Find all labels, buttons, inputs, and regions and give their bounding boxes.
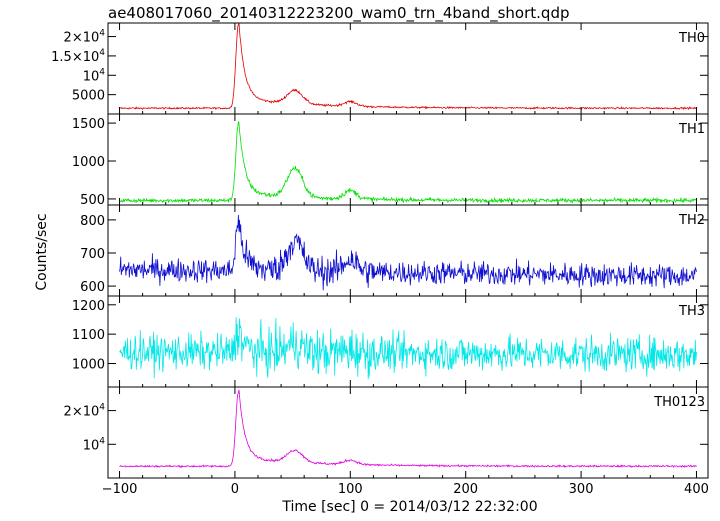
y-tick-label-th0: 5000: [72, 89, 105, 104]
y-tick-label-th2: 700: [80, 247, 105, 262]
y-tick-label-th1: 1500: [72, 117, 105, 132]
series-line-th3: [119, 317, 697, 380]
y-tick-label-th0: 1.5×104: [51, 48, 105, 65]
x-tick-label: 200: [453, 482, 478, 497]
y-tick-label-th1: 500: [80, 193, 105, 208]
series-line-th1: [119, 121, 697, 204]
series-line-th0123: [119, 389, 697, 469]
y-tick-label-th2: 600: [80, 280, 105, 295]
panel-label-th0123: TH0123: [653, 395, 705, 410]
x-axis-title: Time [sec] 0 = 2014/03/12 22:32:00: [281, 499, 537, 515]
y-tick-label-th3: 1100: [72, 328, 105, 343]
panel-frame-th1: [107, 113, 709, 206]
panel-label-th1: TH1: [678, 122, 705, 137]
y-tick-label-th0123: 104: [83, 436, 106, 453]
x-tick-label: 100: [338, 482, 363, 497]
y-tick-label-th3: 1000: [72, 358, 105, 373]
y-tick-label-th0: 104: [83, 67, 106, 84]
series-line-th2: [119, 214, 697, 291]
x-tick-label: 0: [231, 482, 239, 497]
panel-label-th3: TH3: [678, 304, 705, 319]
y-tick-label-th0123: 2×104: [64, 403, 106, 420]
x-tick-label: 300: [569, 482, 594, 497]
panel-label-th2: TH2: [678, 213, 705, 228]
panel-frame-th0: [107, 22, 709, 115]
x-tick-label: 400: [684, 482, 709, 497]
panel-frame-th0123: [107, 386, 709, 479]
y-tick-label-th0: 2×104: [64, 29, 106, 46]
chart-title: ae408017060_20140312223200_wam0_trn_4ban…: [108, 4, 570, 23]
y-tick-label-th1: 1000: [72, 155, 105, 170]
panel-label-th0: TH0: [678, 31, 705, 46]
y-tick-label-th2: 800: [80, 214, 105, 229]
series-line-th0: [119, 23, 697, 111]
x-tick-label: −100: [102, 482, 138, 497]
y-axis-title: Counts/sec: [34, 213, 50, 290]
panel-frame-th2: [107, 204, 709, 297]
y-tick-label-th3: 1200: [72, 299, 105, 314]
